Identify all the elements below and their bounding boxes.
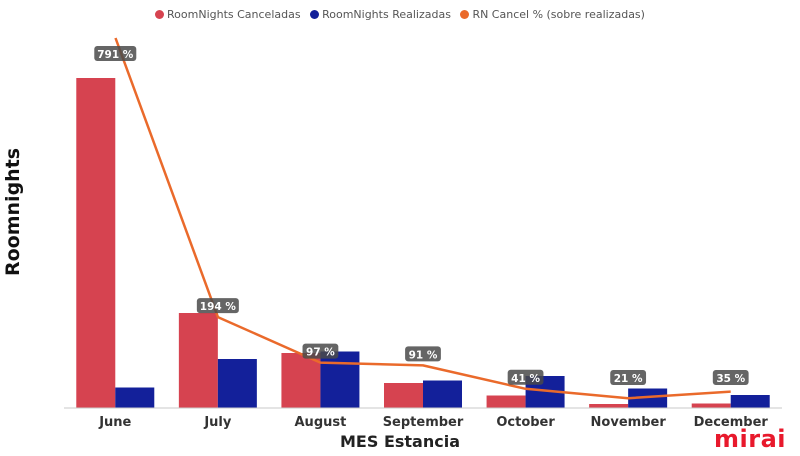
data-label-november: 21 %	[614, 373, 643, 385]
bars-layer	[76, 78, 770, 409]
data-label-bg-november	[610, 370, 647, 385]
bar-realizadas-august[interactable]	[320, 351, 360, 409]
legend-label-cancel-pct: RN Cancel % (sobre realizadas)	[472, 8, 645, 21]
data-label-october: 41 %	[511, 373, 540, 385]
data-labels-layer: 791 % 194 % 97 % 91 % 41 % 21 % 35 %	[94, 46, 749, 385]
legend-swatch-realizadas	[310, 10, 320, 19]
legend-label-realizadas: RoomNights Realizadas	[322, 8, 451, 21]
data-label-december: 35 %	[716, 373, 745, 385]
line-rn-cancel-pct[interactable]	[114, 37, 731, 400]
bar-canceladas-october[interactable]	[486, 395, 526, 409]
legend-item-cancel-pct[interactable]: RN Cancel % (sobre realizadas)	[460, 8, 645, 21]
data-label-august: 97 %	[306, 347, 335, 359]
bar-realizadas-december[interactable]	[730, 395, 770, 408]
x-tick-label-december: December	[694, 415, 769, 430]
y-axis-label: Roomnights	[2, 147, 24, 276]
data-label-june: 791 %	[97, 49, 134, 61]
data-label-bg-october	[507, 369, 544, 385]
legend-swatch-cancel-pct	[460, 10, 470, 19]
bar-canceladas-september[interactable]	[384, 383, 423, 408]
legend-item-canceladas[interactable]: RoomNights Canceladas	[155, 8, 301, 21]
mirai-logo: mirai	[714, 425, 786, 453]
x-tick-label-august: August	[295, 415, 347, 430]
x-tick-label-june: June	[98, 415, 131, 430]
x-tick-labels: June July August September October November De…	[98, 415, 768, 430]
x-axis-label: MES Estancia	[340, 432, 460, 451]
x-tick-label-november: November	[591, 415, 667, 430]
x-tick-label-july: July	[203, 415, 232, 430]
data-label-bg-december	[712, 370, 749, 385]
bar-realizadas-july[interactable]	[217, 359, 257, 408]
bar-realizadas-september[interactable]	[423, 380, 462, 409]
data-label-bg-september	[405, 346, 441, 362]
line-series-layer	[114, 37, 731, 400]
data-label-july: 194 %	[200, 301, 237, 313]
bar-realizadas-june[interactable]	[115, 387, 155, 409]
bar-canceladas-december[interactable]	[691, 403, 731, 409]
bar-realizadas-november[interactable]	[628, 388, 668, 409]
chart-legend: RoomNights Canceladas RoomNights Realiza…	[0, 8, 800, 21]
data-label-september: 91 %	[409, 349, 438, 361]
legend-item-realizadas[interactable]: RoomNights Realizadas	[310, 8, 451, 21]
data-label-bg-june	[94, 46, 137, 61]
bar-canceladas-november[interactable]	[589, 404, 629, 408]
x-tick-label-october: October	[496, 415, 555, 430]
bar-canceladas-july[interactable]	[178, 313, 218, 408]
legend-label-canceladas: RoomNights Canceladas	[167, 8, 301, 21]
x-tick-label-september: September	[383, 415, 464, 430]
bar-canceladas-june[interactable]	[76, 78, 116, 408]
data-label-bg-august	[302, 343, 339, 359]
legend-swatch-canceladas	[155, 10, 165, 19]
bar-canceladas-august[interactable]	[281, 353, 321, 408]
data-label-bg-july	[196, 298, 239, 314]
